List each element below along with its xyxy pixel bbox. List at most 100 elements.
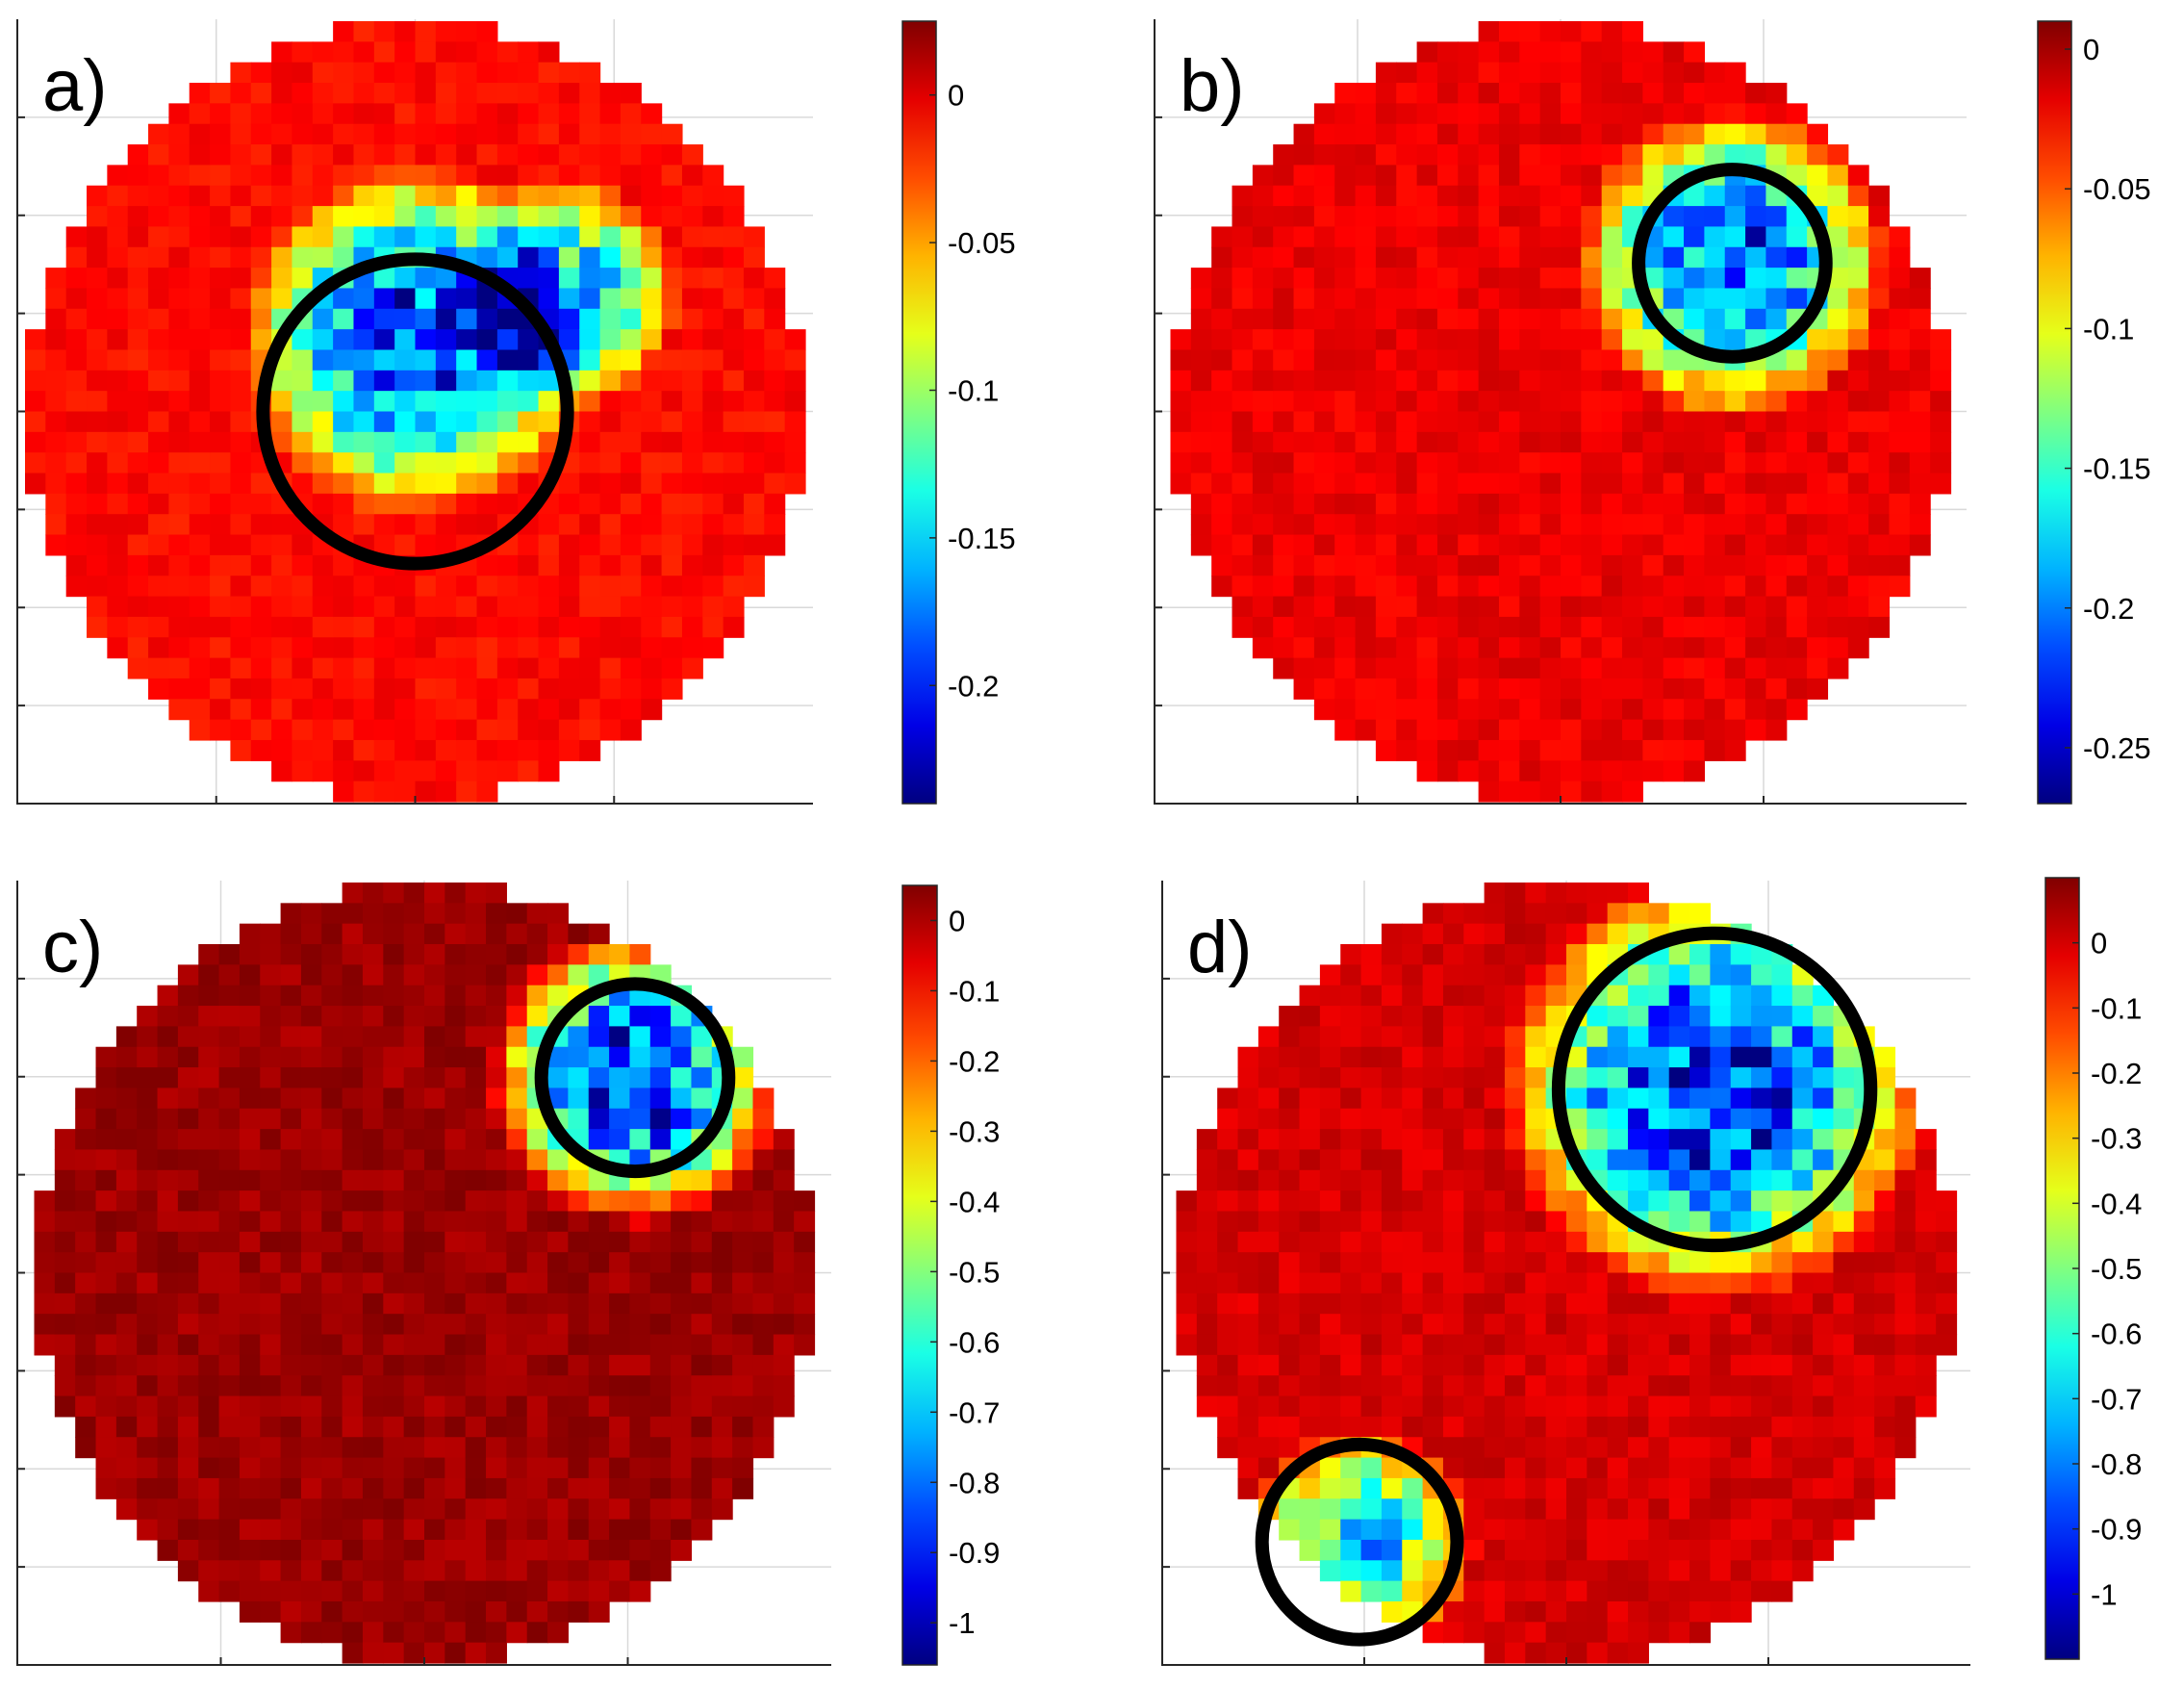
- heatmap-cell: [1601, 739, 1623, 761]
- heatmap-cell: [1211, 576, 1233, 598]
- heatmap-cell: [629, 1334, 651, 1356]
- heatmap-cell: [547, 1539, 569, 1561]
- heatmap-cell: [1252, 576, 1274, 598]
- heatmap-cell: [362, 1067, 384, 1089]
- heatmap-cell: [373, 206, 395, 228]
- heatmap-cell: [1402, 985, 1424, 1007]
- heatmap-cell: [506, 1190, 528, 1213]
- heatmap-cell: [444, 1067, 467, 1089]
- heatmap-cell: [506, 1314, 528, 1336]
- heatmap-cell: [1313, 144, 1335, 166]
- heatmap-cell: [1436, 760, 1459, 782]
- heatmap-cell: [641, 268, 663, 290]
- heatmap-cell: [321, 1067, 343, 1089]
- heatmap-cell: [1273, 288, 1295, 310]
- heatmap-cell: [609, 1211, 631, 1233]
- heatmap-cell: [1525, 1211, 1547, 1233]
- heatmap-cell: [1628, 1354, 1649, 1376]
- heatmap-cell: [1853, 1272, 1875, 1294]
- heatmap-cell: [1484, 1457, 1506, 1479]
- heatmap-cell: [1689, 1580, 1711, 1602]
- heatmap-cell: [415, 678, 437, 700]
- heatmap-cell: [1581, 657, 1603, 679]
- heatmap-cell: [526, 1149, 548, 1171]
- heatmap-cell: [137, 1375, 159, 1397]
- heatmap-cell: [547, 1272, 569, 1294]
- heatmap-cell: [1915, 1395, 1937, 1418]
- heatmap-cell: [752, 1129, 775, 1151]
- heatmap-cell: [1402, 1560, 1424, 1582]
- heatmap-cell: [518, 83, 540, 104]
- heatmap-cell: [1539, 637, 1562, 659]
- heatmap-cell: [518, 431, 540, 453]
- heatmap-cell: [1545, 985, 1567, 1007]
- heatmap-cell: [1622, 452, 1643, 474]
- heatmap-cell: [1648, 1375, 1670, 1397]
- heatmap-cell: [148, 473, 169, 495]
- heatmap-cell: [1765, 534, 1788, 556]
- heatmap-cell: [353, 493, 375, 515]
- heatmap-cell: [599, 576, 622, 598]
- heatmap-cell: [321, 903, 343, 925]
- heatmap-cell: [1745, 268, 1767, 290]
- heatmap-cell: [168, 308, 190, 330]
- colorbar-tick-label: -0.1: [948, 373, 999, 407]
- heatmap-cell: [1273, 226, 1295, 248]
- heatmap-cell: [1375, 554, 1397, 576]
- heatmap-cell: [177, 1211, 199, 1233]
- heatmap-cell: [239, 964, 261, 986]
- heatmap-cell: [526, 944, 548, 965]
- heatmap-cell: [456, 781, 478, 803]
- heatmap-cell: [1498, 657, 1520, 679]
- heatmap-cell: [280, 1354, 302, 1376]
- heatmap-cell: [456, 123, 478, 145]
- heatmap-cell: [435, 534, 457, 556]
- heatmap-cell: [300, 923, 322, 945]
- heatmap-cell: [435, 493, 457, 515]
- heatmap-cell: [1724, 103, 1746, 125]
- heatmap-cell: [333, 781, 355, 803]
- heatmap-cell: [1319, 1272, 1341, 1294]
- heatmap-cell: [1786, 616, 1808, 638]
- heatmap-cell: [157, 985, 179, 1007]
- heatmap-cell: [230, 349, 252, 371]
- heatmap-cell: [1622, 739, 1643, 761]
- heatmap-cell: [506, 1334, 528, 1356]
- heatmap-cell: [383, 1600, 405, 1623]
- heatmap-cell: [271, 144, 293, 166]
- heatmap-cell: [456, 391, 478, 413]
- heatmap-cell: [353, 431, 375, 453]
- heatmap-cell: [1422, 1519, 1444, 1541]
- heatmap-cell: [250, 596, 272, 618]
- heatmap-cell: [137, 1088, 159, 1110]
- heatmap-cell: [1519, 637, 1541, 659]
- heatmap-cell: [403, 1334, 425, 1356]
- heatmap-cell: [629, 1006, 651, 1027]
- heatmap-cell: [1484, 1354, 1506, 1376]
- heatmap-cell: [87, 473, 108, 495]
- heatmap-cell: [609, 1292, 631, 1315]
- heatmap-cell: [506, 1292, 528, 1315]
- heatmap-cell: [1745, 514, 1767, 536]
- heatmap-cell: [702, 554, 724, 576]
- heatmap-cell: [1257, 1067, 1280, 1089]
- heatmap-cell: [148, 554, 169, 576]
- heatmap-cell: [1581, 411, 1603, 433]
- heatmap-cell: [1340, 1190, 1362, 1213]
- heatmap-cell: [1498, 739, 1520, 761]
- heatmap-cell: [198, 1169, 220, 1191]
- heatmap-cell: [1519, 576, 1541, 598]
- heatmap-cell: [599, 678, 622, 700]
- heatmap-cell: [486, 1231, 507, 1253]
- heatmap-cell: [1894, 1314, 1917, 1336]
- heatmap-cell: [424, 1252, 445, 1274]
- heatmap-cell: [1422, 1314, 1444, 1336]
- heatmap-cell: [599, 103, 622, 125]
- heatmap-cell: [506, 964, 528, 986]
- heatmap-cell: [1525, 1334, 1547, 1356]
- heatmap-cell: [1545, 1498, 1567, 1521]
- heatmap-cell: [1463, 964, 1486, 986]
- heatmap-cell: [547, 1088, 569, 1110]
- heatmap-cell: [1663, 123, 1685, 145]
- heatmap-cell: [1381, 964, 1403, 986]
